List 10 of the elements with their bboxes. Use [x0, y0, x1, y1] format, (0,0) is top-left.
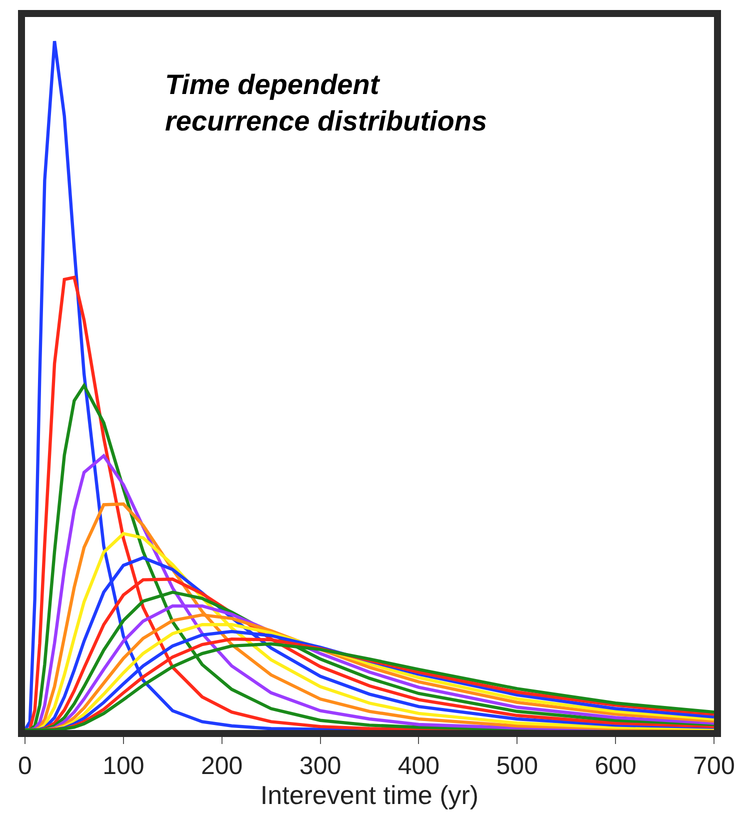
- x-tick-label: 200: [201, 752, 243, 780]
- x-tick-label: 600: [594, 752, 636, 780]
- x-axis-title: Interevent time (yr): [260, 780, 479, 810]
- x-tick-label: 0: [18, 752, 32, 780]
- x-tick-label: 300: [299, 752, 342, 780]
- text: Time dependent recurrence distributions: [165, 69, 488, 136]
- x-tick-label: 700: [693, 752, 735, 780]
- x-tick-label: 400: [398, 752, 440, 780]
- x-tick-label: 100: [102, 752, 144, 780]
- x-tick-label: 500: [496, 752, 538, 780]
